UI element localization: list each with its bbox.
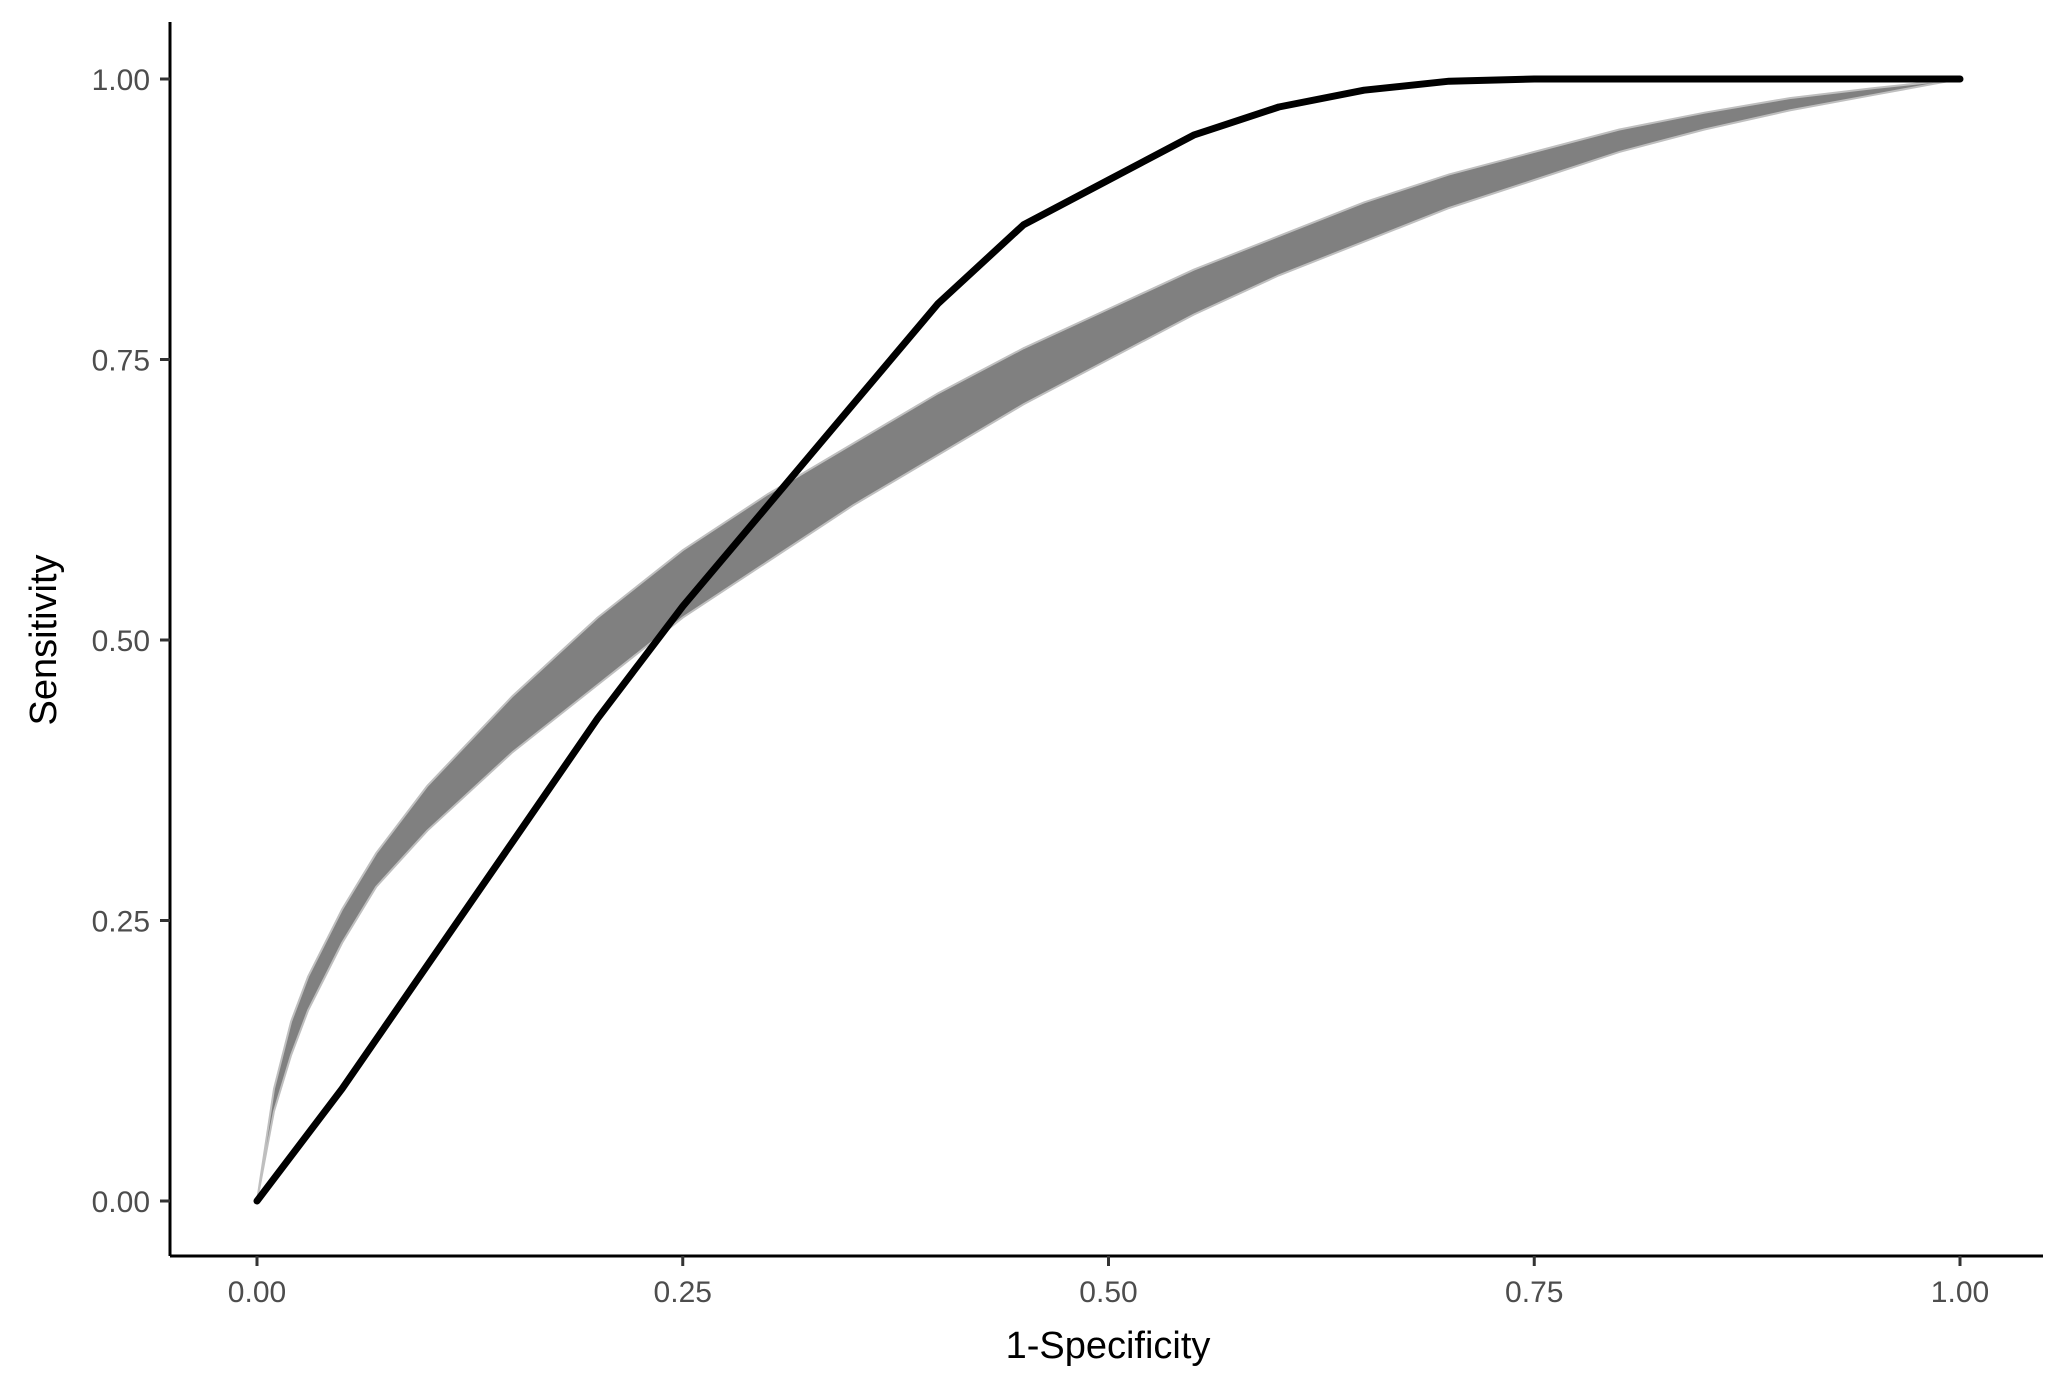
roc-series (253, 75, 1964, 1205)
y-ticks: 0.00 0.25 0.50 0.75 1.00 (92, 64, 170, 1219)
roc-band-area (256, 78, 1961, 1202)
y-axis-title: Sensitivity (23, 554, 65, 725)
x-tick-label: 0.50 (1079, 1276, 1137, 1309)
y-tick-label: 0.25 (92, 906, 150, 939)
axes (168, 22, 2043, 1258)
x-tick-label: 0.75 (1505, 1276, 1563, 1309)
y-tick-label: 0.50 (92, 625, 150, 658)
y-tick-label: 0.75 (92, 345, 150, 378)
y-tick-label: 1.00 (92, 64, 150, 97)
roc-line-0 (253, 75, 1964, 1205)
x-ticks: 0.00 0.25 0.50 0.75 1.00 (228, 1256, 1989, 1309)
x-tick-label: 0.25 (654, 1276, 712, 1309)
x-tick-label: 1.00 (1931, 1276, 1989, 1309)
x-tick-label: 0.00 (228, 1276, 286, 1309)
roc-band (256, 78, 1961, 1202)
y-tick-label: 0.00 (92, 1186, 150, 1219)
x-axis-title: 1-Specificity (1006, 1325, 1211, 1367)
